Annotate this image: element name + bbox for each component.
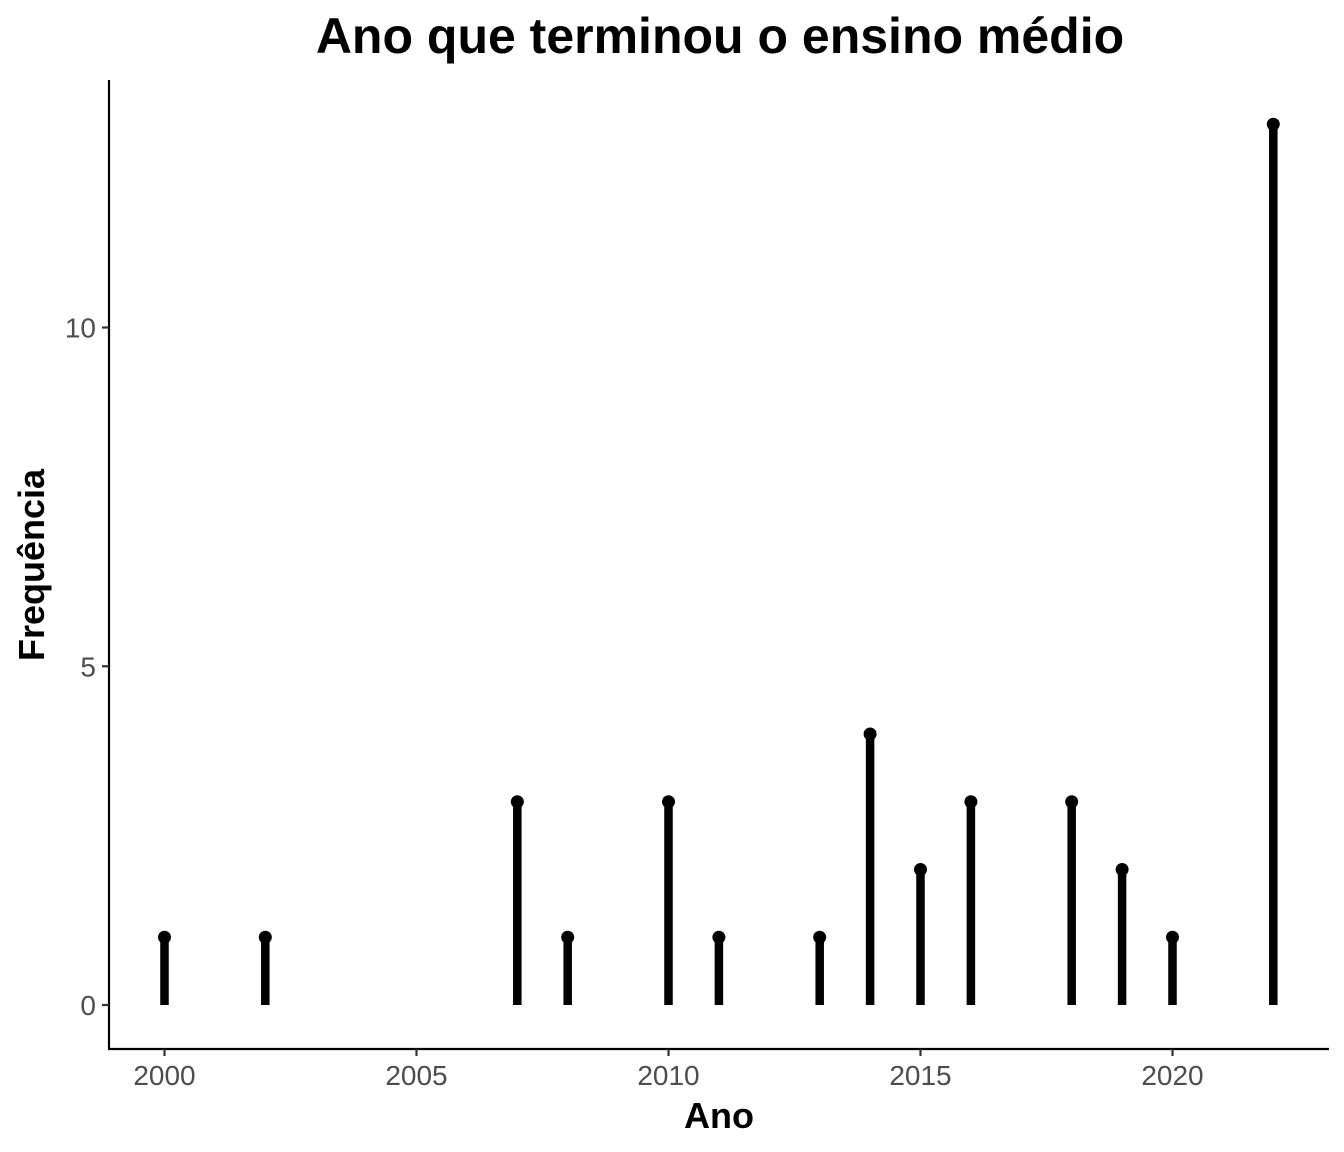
y-ticks: 0 5 10 bbox=[65, 313, 109, 1021]
y-tick-label: 5 bbox=[80, 651, 96, 682]
x-tick-label: 2005 bbox=[385, 1060, 447, 1091]
x-axis-title: Ano bbox=[684, 1095, 754, 1136]
y-tick-label: 10 bbox=[65, 313, 96, 344]
lollipop-point bbox=[863, 727, 877, 741]
x-tick-label: 2015 bbox=[889, 1060, 951, 1091]
x-tick-label: 2000 bbox=[133, 1060, 195, 1091]
lollipop-point bbox=[1115, 863, 1129, 876]
lollipop-point bbox=[258, 930, 272, 944]
lollipop-point bbox=[964, 795, 978, 809]
lollipop-point bbox=[1266, 117, 1280, 131]
lollipop-point bbox=[158, 930, 171, 944]
y-axis-title: Frequência bbox=[11, 468, 52, 661]
lollipop-point bbox=[561, 930, 575, 944]
lollipop-point bbox=[712, 930, 726, 944]
lollipop-point bbox=[813, 930, 827, 944]
x-ticks: 2000 2005 2010 2015 2020 bbox=[133, 1049, 1204, 1091]
lollipop-point bbox=[1065, 795, 1079, 809]
lollipop-point bbox=[914, 863, 927, 876]
x-tick-label: 2020 bbox=[1141, 1060, 1203, 1091]
lollipop-point bbox=[662, 795, 675, 809]
chart-title: Ano que terminou o ensino médio bbox=[316, 8, 1124, 64]
y-tick-label: 0 bbox=[80, 990, 96, 1021]
x-tick-label: 2010 bbox=[637, 1060, 699, 1091]
lollipop-marks bbox=[158, 117, 1280, 1005]
lollipop-point bbox=[510, 795, 524, 809]
lollipop-point bbox=[1166, 930, 1179, 944]
